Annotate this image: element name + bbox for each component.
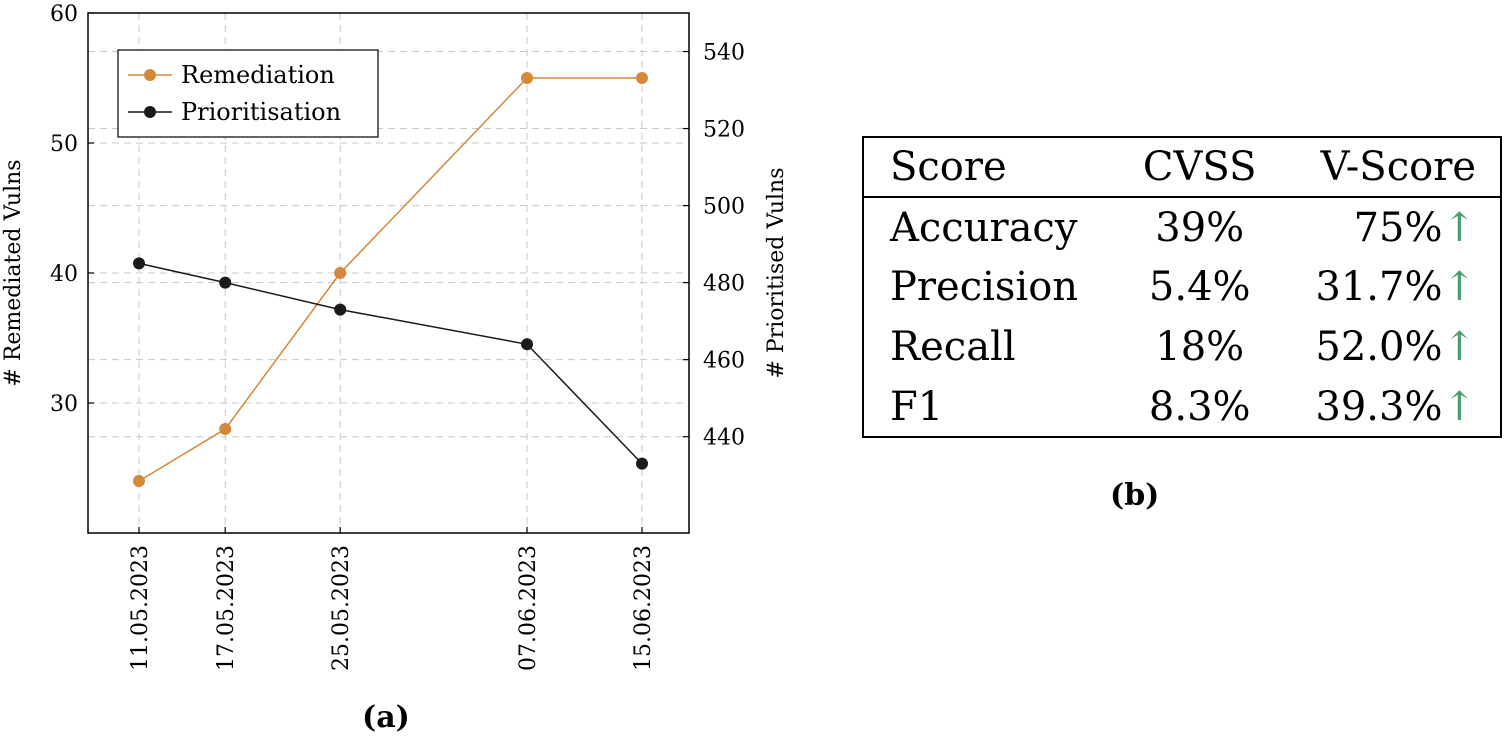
tick-label-x: 25.05.2023 <box>329 545 354 671</box>
vscore-cell: 52.0%↑ <box>1273 317 1501 377</box>
score-table: Score CVSS V-Score Accuracy 39% 75%↑ Pre… <box>862 136 1502 438</box>
vscore-value: 39.3% <box>1315 383 1443 430</box>
data-point-prioritisation <box>636 457 648 470</box>
data-point-prioritisation <box>521 338 534 351</box>
legend-remediation-label: Remediation <box>181 61 335 89</box>
tick-label-x: 11.05.2023 <box>128 545 153 671</box>
chart-caption: (a) <box>362 700 410 735</box>
line-chart: 30 40 50 60 440 460 480 500 520 540 11.05.2023 17… <box>1 2 789 671</box>
data-point-prioritisation <box>133 257 145 270</box>
tick-label-x: 17.05.2023 <box>214 545 239 671</box>
tick-label-left: 30 <box>50 392 78 417</box>
vscore-cell: 31.7%↑ <box>1273 257 1501 317</box>
right-axis-ticks: 440 460 480 500 520 540 <box>683 41 745 451</box>
legend-box <box>117 49 379 138</box>
y-axis-title-left: # Remediated Vulns <box>1 159 26 386</box>
column-header-score: Score <box>863 137 1127 198</box>
series-line-prioritisation <box>138 262 643 465</box>
column-header-cvss: CVSS <box>1126 137 1273 198</box>
cvss-value: 18% <box>1155 324 1245 370</box>
series-layer <box>133 72 648 487</box>
table-row: Accuracy 39% 75%↑ <box>863 197 1501 257</box>
legend: Remediation Prioritisation <box>117 49 379 138</box>
data-point-remediation <box>521 72 534 84</box>
vscore-value: 52.0% <box>1315 324 1443 370</box>
data-point-remediation <box>219 423 232 435</box>
legend-prioritisation-label: Prioritisation <box>181 98 341 126</box>
up-arrow-icon: ↑ <box>1442 324 1476 370</box>
legend-prioritisation-marker <box>144 106 156 118</box>
up-arrow-icon: ↑ <box>1442 264 1476 310</box>
table-row: Precision 5.4% 31.7%↑ <box>863 257 1501 317</box>
table-row: Recall 18% 52.0%↑ <box>863 317 1501 377</box>
tick-label-left: 50 <box>50 132 78 157</box>
vscore-cell: 75%↑ <box>1273 197 1501 257</box>
tick-label-left: 60 <box>50 2 78 27</box>
data-point-remediation <box>334 267 347 279</box>
tick-label-right: 500 <box>703 195 745 220</box>
tick-label-right: 440 <box>703 426 745 451</box>
up-arrow-icon: ↑ <box>1442 204 1476 251</box>
cvss-value: 39% <box>1155 204 1245 251</box>
data-point-remediation <box>636 72 648 84</box>
column-header-vscore: V-Score <box>1272 137 1501 198</box>
cvss-value: 5.4% <box>1148 264 1251 310</box>
metric-name: F1 <box>890 383 944 430</box>
table-header-row: Score CVSS V-Score <box>863 137 1501 198</box>
tick-label-right: 540 <box>703 41 745 66</box>
table-caption: (b) <box>1110 478 1160 513</box>
tick-label-right: 460 <box>703 349 745 374</box>
data-point-remediation <box>133 475 145 487</box>
metric-name: Recall <box>890 324 1016 370</box>
tick-label-left: 40 <box>50 262 78 287</box>
metric-name: Precision <box>890 264 1079 310</box>
up-arrow-icon: ↑ <box>1442 383 1476 430</box>
left-axis-ticks: 30 40 50 60 <box>50 2 94 417</box>
data-point-prioritisation <box>219 276 232 289</box>
tick-label-x: 15.06.2023 <box>631 545 656 671</box>
tick-label-x: 07.06.2023 <box>516 545 541 671</box>
x-axis-ticks: 11.05.2023 17.05.2023 25.05.2023 07.06.2023… <box>128 527 656 671</box>
cvss-value: 8.3% <box>1148 383 1251 430</box>
vscore-value: 31.7% <box>1315 264 1443 310</box>
data-point-prioritisation <box>334 303 347 316</box>
vscore-value: 75% <box>1353 204 1443 251</box>
legend-remediation-marker <box>144 69 156 81</box>
table-row: F1 8.3% 39.3%↑ <box>863 377 1501 437</box>
tick-label-right: 480 <box>703 272 745 297</box>
metric-name: Accuracy <box>890 204 1078 251</box>
vscore-cell: 39.3%↑ <box>1273 377 1501 437</box>
tick-label-right: 520 <box>703 118 745 143</box>
y-axis-title-right: # Prioritised Vulns <box>764 168 789 379</box>
